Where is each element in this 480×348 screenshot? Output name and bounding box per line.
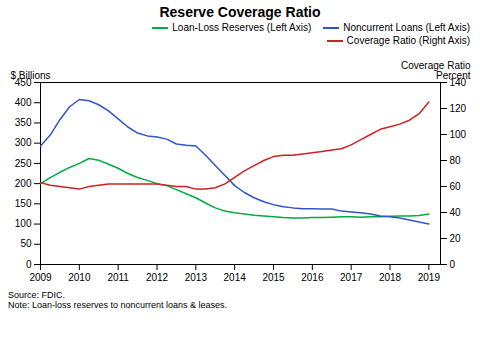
svg-text:2013: 2013: [185, 272, 208, 283]
svg-text:450: 450: [14, 76, 32, 88]
svg-text:200: 200: [15, 178, 32, 189]
html-text:Noncurrent Loans (Left Axis): Noncurrent Loans (Left Axis): [343, 22, 470, 33]
svg-text:2012: 2012: [146, 272, 169, 283]
svg-text:150: 150: [15, 198, 32, 209]
svg-text:2018: 2018: [379, 272, 402, 283]
svg-text:$ Billions: $ Billions: [11, 70, 51, 81]
svg-text:2014: 2014: [224, 272, 247, 283]
svg-text:2019: 2019: [418, 272, 441, 283]
svg-text:400: 400: [15, 97, 32, 108]
html-text:Source: FDIC. Note: Loan-loss: Source: FDIC. Note: Loan-loss reserves t…: [8, 290, 228, 310]
svg-text:80: 80: [450, 155, 462, 166]
svg-text:350: 350: [15, 117, 32, 128]
svg-text:0: 0: [450, 259, 456, 270]
svg-text:100: 100: [450, 129, 467, 140]
svg-text:40: 40: [450, 207, 462, 218]
svg-text:2015: 2015: [262, 272, 285, 283]
svg-text:100: 100: [15, 218, 32, 229]
html-text:Loan-Loss Reserves (Left Axis): Loan-Loss Reserves (Left Axis): [172, 22, 312, 33]
html-text:Coverage Ratio (Right Axis): Coverage Ratio (Right Axis): [346, 35, 470, 46]
svg-text:2011: 2011: [107, 272, 129, 283]
svg-text:250: 250: [15, 158, 32, 169]
svg-text:120: 120: [450, 103, 467, 114]
html-text:Reserve Coverage Ratio: Reserve Coverage Ratio: [159, 4, 321, 20]
svg-text:140: 140: [449, 76, 467, 88]
svg-text:2009: 2009: [29, 272, 52, 283]
svg-text:300: 300: [15, 137, 32, 148]
svg-text:2010: 2010: [68, 272, 91, 283]
svg-text:60: 60: [450, 181, 462, 192]
svg-text:Coverage RatioPercent: Coverage RatioPercent: [401, 60, 471, 81]
svg-text:50: 50: [20, 238, 32, 249]
svg-text:2017: 2017: [340, 272, 363, 283]
svg-text:2016: 2016: [301, 272, 324, 283]
svg-text:0: 0: [26, 259, 32, 270]
svg-text:20: 20: [450, 233, 462, 244]
